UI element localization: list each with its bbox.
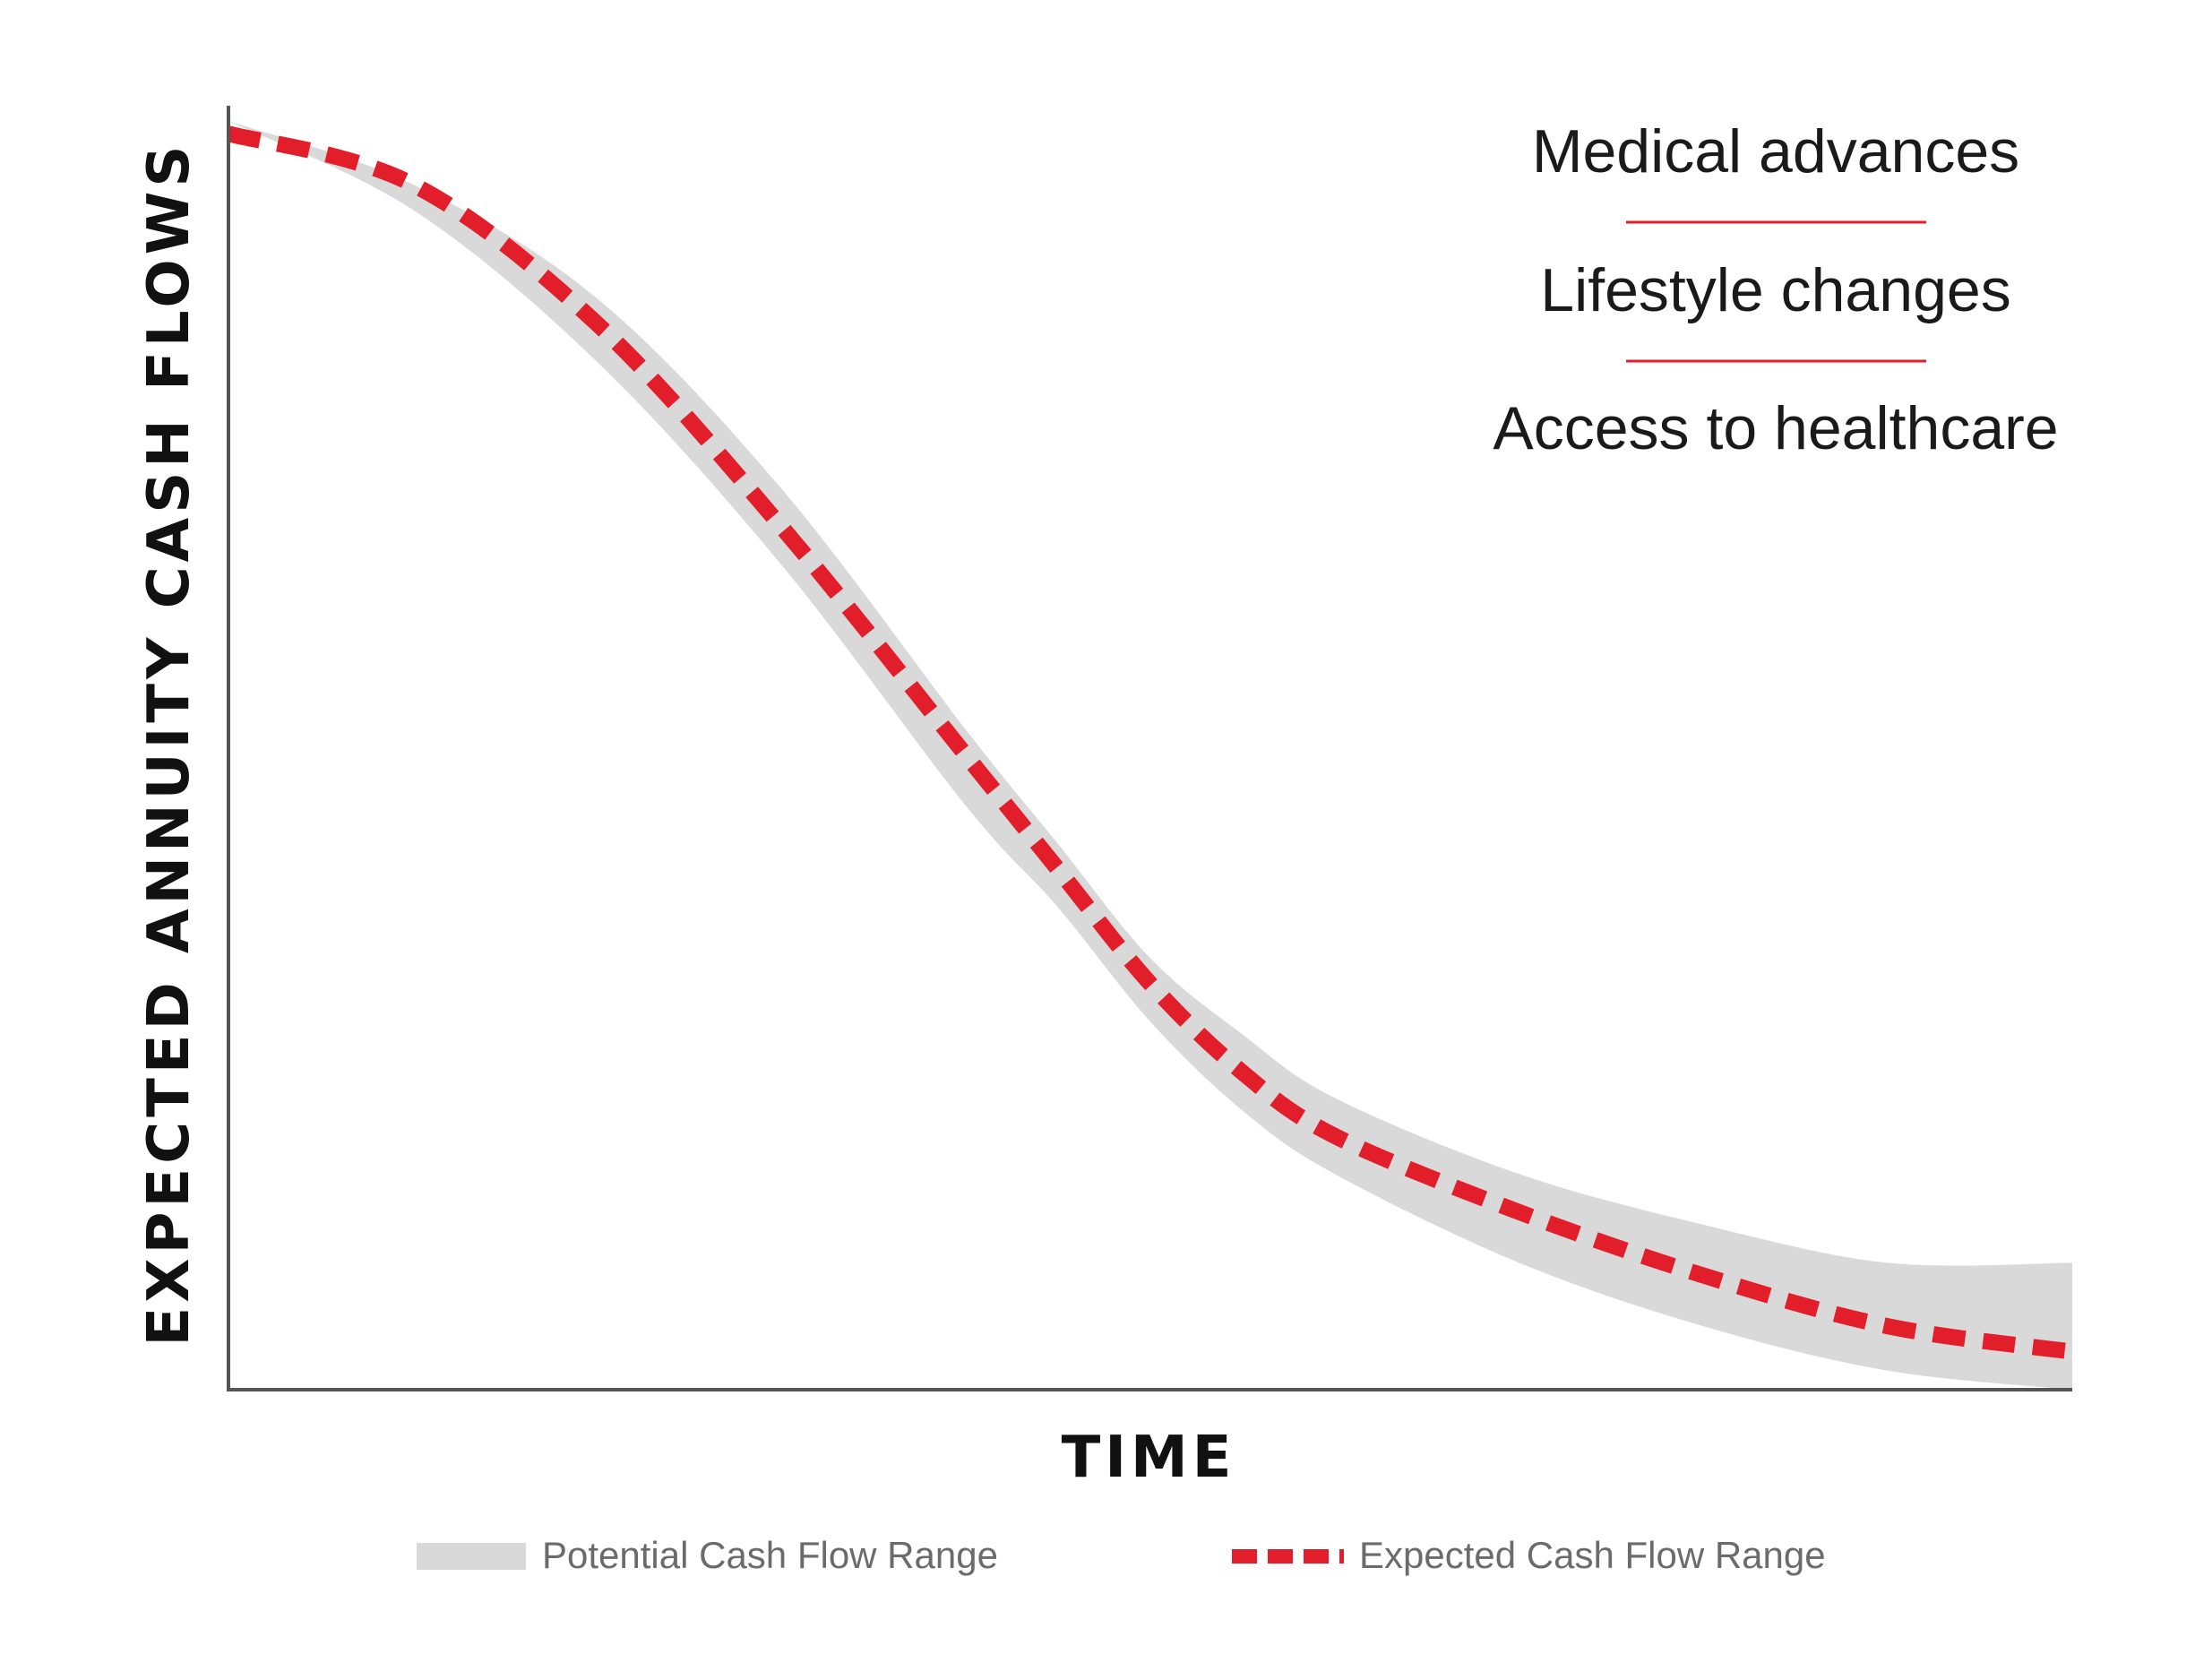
legend: Potential Cash Flow Range Expected Cash … xyxy=(417,1534,1826,1576)
annotation-list: Medical advances Lifestyle changes Acces… xyxy=(1493,117,2058,462)
potential-cash-flow-band xyxy=(228,121,2072,1390)
legend-label-expected: Expected Cash Flow Range xyxy=(1359,1534,1826,1576)
x-axis-label: TIME xyxy=(1062,1425,1236,1491)
legend-label-potential: Potential Cash Flow Range xyxy=(542,1534,998,1576)
expected-cash-flow-line xyxy=(226,125,2074,1360)
expected-line-layer xyxy=(226,125,2074,1360)
potential-range-band-layer xyxy=(228,121,2072,1390)
annotation-access-to-healthcare: Access to healthcare xyxy=(1493,394,2058,462)
legend-band-swatch xyxy=(417,1543,526,1570)
annotation-lifestyle-changes: Lifestyle changes xyxy=(1540,256,2010,324)
annotation-medical-advances: Medical advances xyxy=(1532,117,2019,185)
y-axis-label: EXPECTED ANNUITY CASH FLOWS xyxy=(136,142,202,1347)
